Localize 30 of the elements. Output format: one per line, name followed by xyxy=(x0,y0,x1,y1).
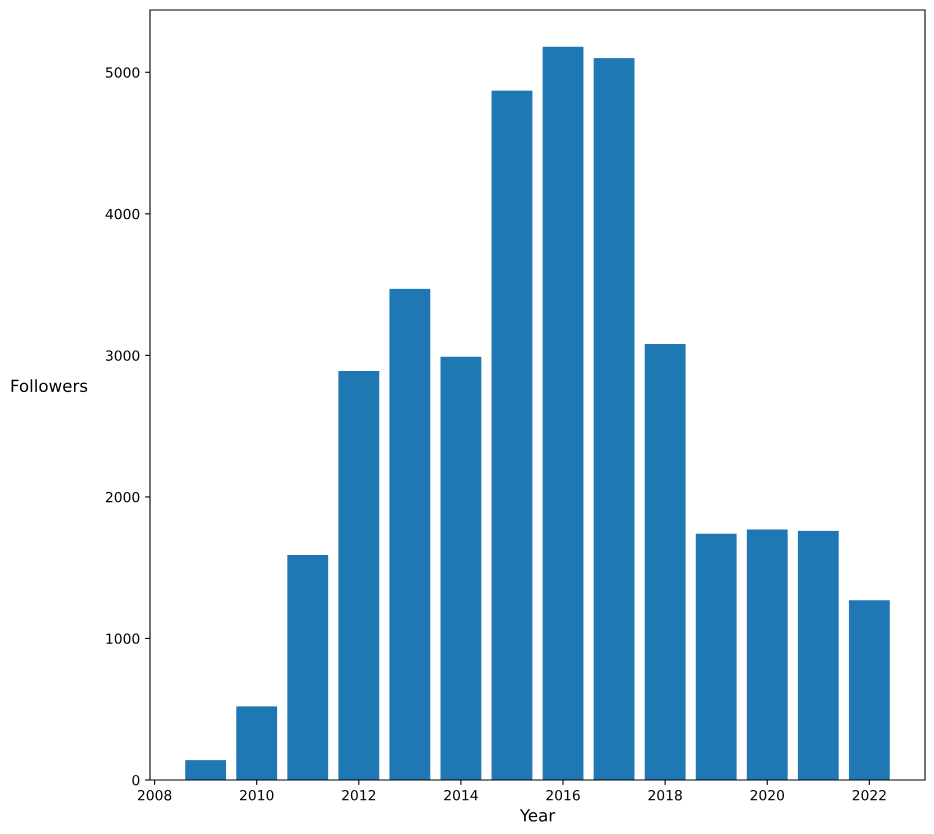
bar xyxy=(542,46,584,780)
bar xyxy=(746,529,788,780)
y-tick-label: 5000 xyxy=(106,67,140,78)
x-tick-label: 2008 xyxy=(138,790,172,800)
x-tick-label: 2014 xyxy=(444,790,478,800)
y-tick-label: 4000 xyxy=(106,208,140,220)
bar xyxy=(185,760,226,780)
bar xyxy=(644,344,686,780)
bar xyxy=(440,356,482,780)
bar xyxy=(798,530,839,780)
y-tick-label: 3000 xyxy=(106,350,140,361)
y-tick-label: 2000 xyxy=(106,492,140,502)
x-tick-label: 2010 xyxy=(240,790,274,800)
bar xyxy=(389,288,430,780)
x-tick-label: 2020 xyxy=(750,790,784,800)
y-tick-label: 0 xyxy=(132,774,140,786)
y-axis-title: Followers xyxy=(12,379,88,392)
bar xyxy=(492,90,532,780)
y-tick-label: 1000 xyxy=(106,633,140,644)
bar xyxy=(848,600,890,780)
x-tick-label: 2012 xyxy=(342,790,376,800)
bar xyxy=(696,534,737,780)
x-tick-label: 2016 xyxy=(546,790,580,800)
x-tick-label: 2022 xyxy=(852,790,886,800)
bar xyxy=(287,554,328,780)
bar xyxy=(594,58,635,780)
bar xyxy=(338,370,380,780)
x-axis-title: Year xyxy=(520,809,556,822)
bar xyxy=(236,706,278,780)
x-tick-label: 2018 xyxy=(648,790,682,800)
